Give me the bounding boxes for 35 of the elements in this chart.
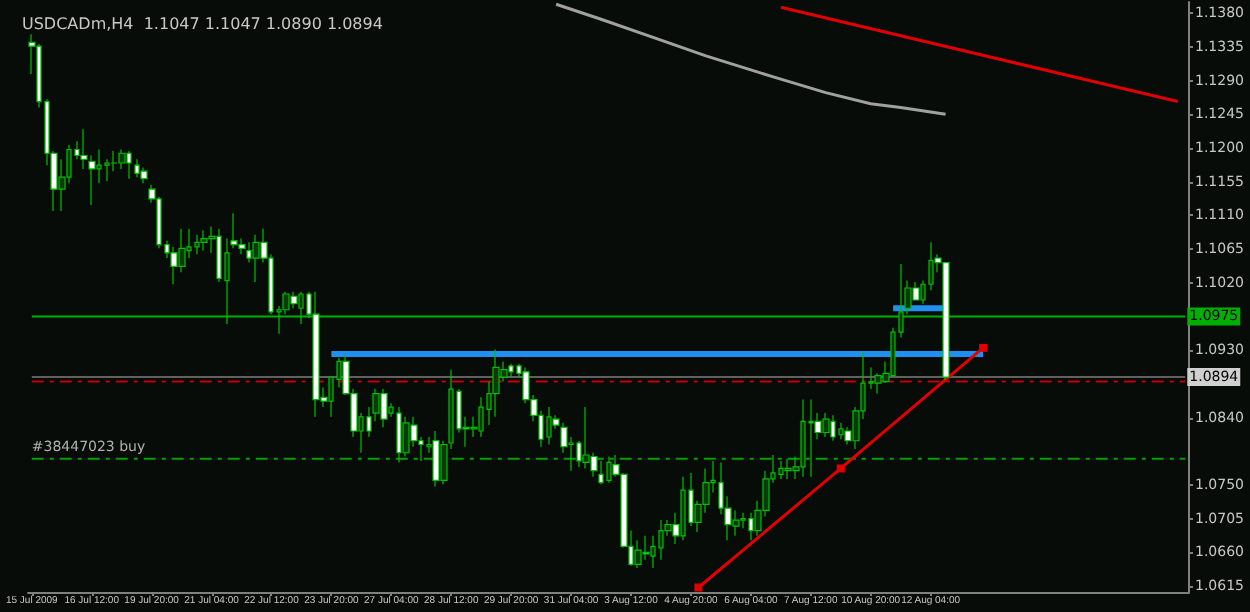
candlestick: [432, 430, 440, 488]
candlestick: [104, 158, 110, 182]
candlestick: [800, 398, 806, 478]
candlestick: [598, 460, 604, 485]
candlestick: [200, 229, 208, 252]
candlestick: [582, 406, 590, 470]
point: [694, 583, 703, 592]
candlestick: [642, 535, 650, 561]
candlestick: [312, 291, 320, 418]
candlestick: [126, 150, 132, 180]
candlestick: [140, 166, 148, 184]
candlestick: [134, 158, 140, 178]
candlestick: [822, 412, 830, 438]
candlestick: [396, 406, 402, 464]
candlestick: [658, 519, 664, 561]
candlestick: [830, 414, 836, 442]
candlestick: [546, 406, 552, 446]
line-series: [554, 2, 948, 116]
text: USDCADm,H4 1.1047 1.1047 1.0890 1.0894: [22, 15, 383, 33]
candlestick: [606, 455, 612, 484]
candlestick: [298, 291, 304, 325]
candlestick: [942, 261, 950, 381]
candlestick: [784, 458, 792, 480]
point: [979, 343, 988, 352]
candlestick: [680, 476, 686, 541]
candlestick: [634, 539, 642, 569]
candlestick: [492, 348, 500, 418]
candlestick: [380, 388, 388, 428]
point: [836, 464, 845, 473]
candlestick: [194, 234, 200, 255]
candlestick: [838, 422, 844, 440]
candlestick: [778, 460, 784, 480]
candlestick: [252, 234, 260, 283]
candlestick: [808, 398, 814, 478]
candlestick: [508, 363, 514, 378]
